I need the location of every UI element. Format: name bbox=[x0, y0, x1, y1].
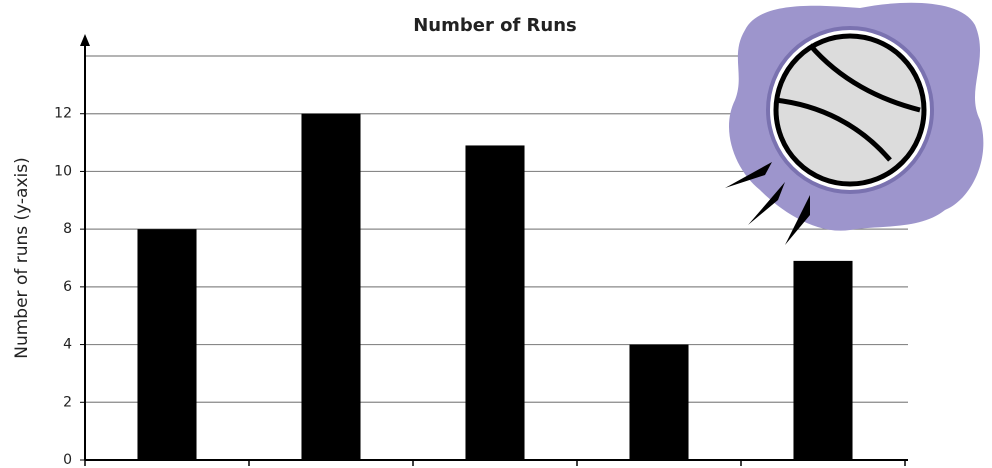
seam bbox=[808, 43, 921, 113]
y-tick-label: 2 bbox=[63, 394, 72, 410]
y-axis-label: Number of runs (y-axis) bbox=[12, 157, 32, 359]
y-tick-label: 0 bbox=[63, 452, 72, 468]
ball bbox=[773, 33, 927, 187]
bar bbox=[465, 145, 525, 460]
bar bbox=[629, 344, 689, 460]
y-axis-arrow bbox=[80, 34, 90, 46]
bar bbox=[301, 113, 361, 460]
burst bbox=[748, 182, 785, 225]
burst bbox=[725, 162, 772, 188]
y-tick-label: 12 bbox=[54, 106, 72, 122]
y-tick-label: 10 bbox=[54, 163, 72, 179]
chart-title: Number of Runs bbox=[413, 15, 577, 36]
y-tick-label: 4 bbox=[63, 337, 72, 353]
bar bbox=[137, 229, 197, 460]
burst bbox=[785, 195, 810, 245]
y-tick-label: 8 bbox=[63, 221, 72, 237]
bar bbox=[793, 260, 853, 460]
y-tick-label: 6 bbox=[63, 279, 72, 295]
seam bbox=[774, 97, 892, 162]
baseball-clipart bbox=[725, 2, 984, 245]
